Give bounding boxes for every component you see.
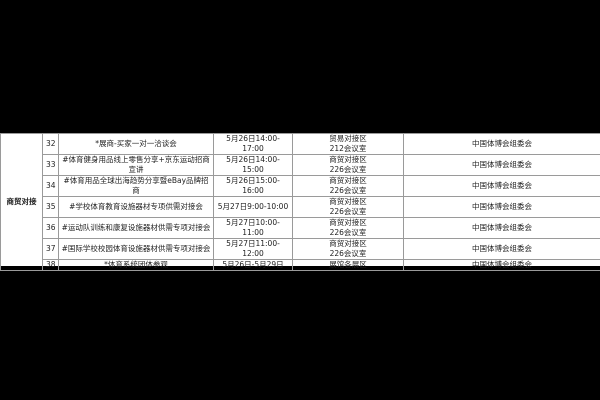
event-venue: 商贸对接区 226会议室 (292, 196, 404, 218)
row-number: 32 (42, 133, 59, 155)
event-organizer: 中国体博会组委会 (403, 259, 600, 271)
category-cell: 商贸对接 (0, 133, 43, 271)
row-number: 38 (42, 259, 59, 271)
venue-line: 212会议室 (329, 144, 367, 153)
table-row: 商贸对接 32 *展商-买家一对一洽谈会 5月26日14:00-17:00 贸易对接区 2… (0, 133, 600, 271)
venue-line: 商贸对接区 (329, 239, 367, 249)
event-time: 5月26日14:00-17:00 (213, 133, 293, 155)
table-row: 33 #体育健身用品线上零售分享+京东运动招商宣讲 5月26日14:00-15:00… (1, 154, 600, 176)
row-number: 36 (42, 217, 59, 239)
venue-line: 226会议室 (329, 207, 367, 216)
schedule-table: 商贸对接 32 *展商-买家一对一洽谈会 5月26日14:00-17:00 贸易对接区 2… (0, 133, 600, 271)
event-name: #运动队训练和康复设施器材供需专项对接会 (58, 217, 214, 239)
table-row: 38 *体育系统团体参观 5月26日-5月29日 展馆各展区 中国体博会组委会 (1, 259, 600, 271)
venue-line: 商贸对接区 (329, 155, 367, 165)
venue-line: 展馆各展区 (329, 260, 367, 270)
event-organizer: 中国体博会组委会 (403, 133, 600, 155)
table-row: 35 #学校体育教育设施器材专项供需对接会 5月27日9:00-10:00 商贸对接区… (1, 196, 600, 218)
venue-line: 226会议室 (329, 228, 367, 237)
event-organizer: 中国体博会组委会 (403, 217, 600, 239)
event-name: #体育健身用品线上零售分享+京东运动招商宣讲 (58, 154, 214, 176)
row-number: 35 (42, 196, 59, 218)
event-organizer: 中国体博会组委会 (403, 238, 600, 260)
event-time: 5月27日11:00-12:00 (213, 238, 293, 260)
table-row: 34 #体育用品全球出海趋势分享暨eBay品牌招商 5月26日15:00-16:00… (1, 175, 600, 197)
event-time: 5月27日10:00-11:00 (213, 217, 293, 239)
event-organizer: 中国体博会组委会 (403, 154, 600, 176)
venue-line: 贸易对接区 (329, 134, 367, 144)
event-organizer: 中国体博会组委会 (403, 175, 600, 197)
event-time: 5月26日14:00-15:00 (213, 154, 293, 176)
venue-line: 226会议室 (329, 165, 367, 174)
event-name: *体育系统团体参观 (58, 259, 214, 271)
event-venue: 商贸对接区 226会议室 (292, 238, 404, 260)
event-time: 5月26日-5月29日 (213, 259, 293, 271)
event-name: #学校体育教育设施器材专项供需对接会 (58, 196, 214, 218)
event-venue: 商贸对接区 226会议室 (292, 154, 404, 176)
event-venue: 展馆各展区 (292, 259, 404, 271)
event-name: #国际学校校园体育设施器材供需专项对接会 (58, 238, 214, 260)
event-venue: 贸易对接区 212会议室 (292, 133, 404, 155)
venue-line: 商贸对接区 (329, 197, 367, 207)
venue-line: 226会议室 (329, 249, 367, 258)
venue-line: 商贸对接区 (329, 176, 367, 186)
table-row: 36 #运动队训练和康复设施器材供需专项对接会 5月27日10:00-11:00 商贸… (1, 217, 600, 239)
venue-line: 商贸对接区 (329, 218, 367, 228)
schedule-table-container: 商贸对接 32 *展商-买家一对一洽谈会 5月26日14:00-17:00 贸易对接区 2… (0, 133, 600, 271)
event-venue: 商贸对接区 226会议室 (292, 217, 404, 239)
event-organizer: 中国体博会组委会 (403, 196, 600, 218)
event-venue: 商贸对接区 226会议室 (292, 175, 404, 197)
row-number: 37 (42, 238, 59, 260)
table-row: 37 #国际学校校园体育设施器材供需专项对接会 5月27日11:00-12:00 商贸… (1, 238, 600, 260)
row-number: 34 (42, 175, 59, 197)
event-name: #体育用品全球出海趋势分享暨eBay品牌招商 (58, 175, 214, 197)
event-time: 5月26日15:00-16:00 (213, 175, 293, 197)
event-name: *展商-买家一对一洽谈会 (58, 133, 214, 155)
venue-line: 226会议室 (329, 186, 367, 195)
row-number: 33 (42, 154, 59, 176)
event-time: 5月27日9:00-10:00 (213, 196, 293, 218)
